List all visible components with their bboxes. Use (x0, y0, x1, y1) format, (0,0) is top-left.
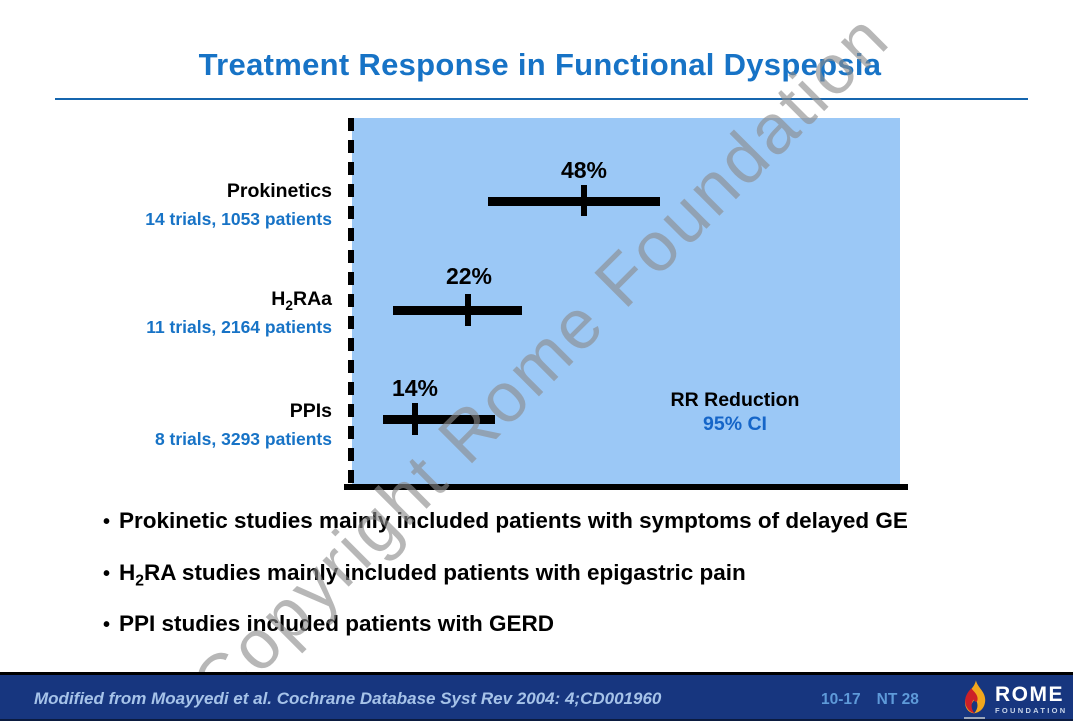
logo-text: ROME FOUNDATION (995, 684, 1067, 715)
flame-icon (962, 679, 988, 719)
bullet-icon (103, 506, 119, 544)
row-detail-prokinetics: 14 trials, 1053 patients (145, 208, 332, 229)
ci-95-label: 95% CI (703, 413, 767, 435)
ci-value-label-h2ra: 22% (445, 263, 493, 289)
row-label-prokinetics: Prokinetics 14 trials, 1053 patients (72, 180, 332, 230)
row-name-prokinetics: Prokinetics (226, 180, 332, 202)
row-detail-h2ra: 11 trials, 2164 patients (146, 316, 332, 337)
ci-point-ppi (412, 403, 418, 435)
bullet-icon (103, 558, 119, 596)
ci-point-h2ra (465, 294, 471, 326)
page-title: Treatment Response in Functional Dyspeps… (198, 47, 882, 82)
title-divider (55, 98, 1028, 100)
chart-x-axis (344, 484, 908, 490)
row-label-h2ra: H2RAa 11 trials, 2164 patients (72, 288, 332, 338)
logo-foundation-label: FOUNDATION (995, 705, 1068, 715)
row-detail-ppi: 8 trials, 3293 patients (154, 428, 332, 449)
row-label-ppi: PPIs 8 trials, 3293 patients (72, 400, 332, 450)
rr-reduction-label: RR Reduction (670, 389, 800, 411)
chart-zero-baseline-dashed (348, 118, 354, 484)
ci-bar-prokinetics (488, 197, 660, 206)
citation-text: Modified from Moayyedi et al. Cochrane D… (34, 689, 662, 708)
ci-point-prokinetics (581, 185, 587, 216)
rome-foundation-logo: ROME FOUNDATION (962, 679, 1067, 719)
list-item: PPI studies included patients with GERD (103, 609, 933, 647)
row-name-h2ra: H2RAa (271, 288, 332, 313)
list-item: H2RA studies mainly included patients wi… (103, 558, 933, 596)
slide-code-page: 10-17 (821, 691, 861, 708)
flame-underline (964, 717, 985, 719)
ci-value-label-prokinetics: 48% (560, 157, 608, 183)
ci-bar-ppi (383, 415, 495, 424)
slide-codes: 10-17 NT 28 (821, 691, 919, 709)
bullet-list: Prokinetic studies mainly included patie… (103, 506, 933, 661)
logo-rome-label: ROME (995, 682, 1064, 706)
list-item: Prokinetic studies mainly included patie… (103, 506, 933, 544)
rr-reduction-note: RR Reduction 95% CI (635, 388, 835, 436)
ci-value-label-ppi: 14% (391, 375, 439, 401)
bullet-icon (103, 609, 119, 647)
row-name-ppi: PPIs (289, 400, 332, 422)
ci-bar-h2ra (393, 306, 522, 315)
footer-bar: Modified from Moayyedi et al. Cochrane D… (0, 672, 1073, 721)
slide-code-nt: NT 28 (876, 691, 919, 708)
